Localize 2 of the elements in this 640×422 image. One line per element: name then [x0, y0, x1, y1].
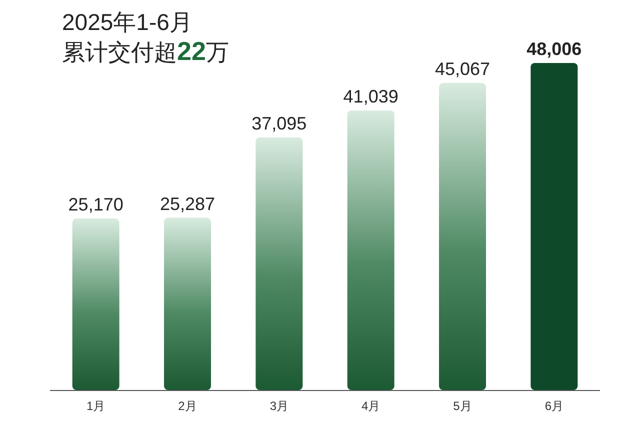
subtitle: 累计交付超22万	[62, 36, 229, 66]
title: 2025年1-6月	[62, 9, 192, 35]
